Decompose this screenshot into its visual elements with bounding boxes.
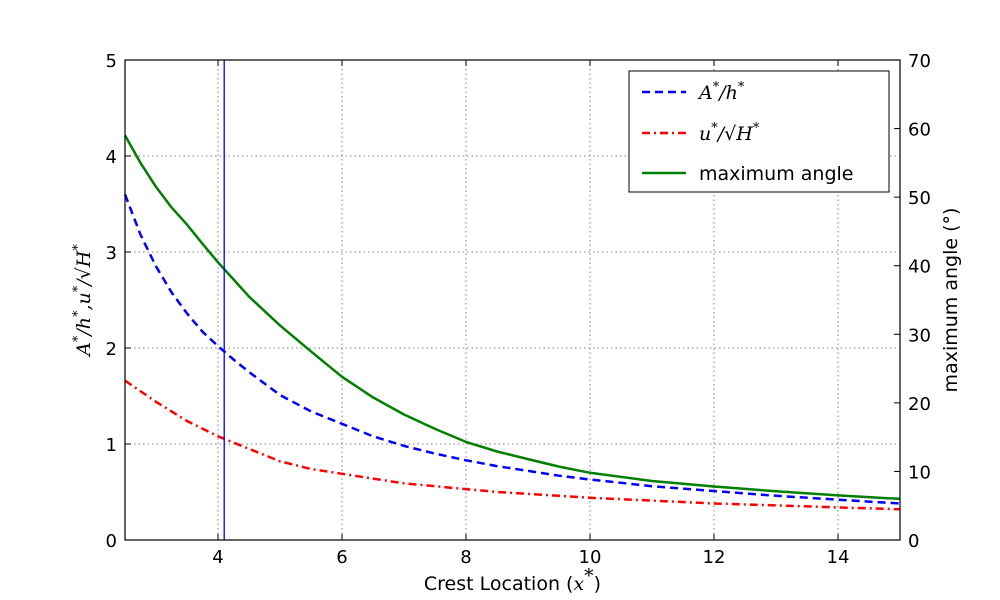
x-tick-label: 4 — [212, 547, 223, 568]
x-tick-label: 6 — [336, 547, 347, 568]
y-tick-label-right: 70 — [908, 51, 931, 72]
legend-label-amplitude: A*/h* — [697, 80, 745, 104]
grid — [125, 60, 900, 540]
legend-label-angle: maximum angle — [699, 163, 854, 185]
y-tick-label-left: 3 — [106, 243, 117, 264]
y-tick-label-right: 50 — [908, 188, 931, 209]
plot-frame — [124, 59, 901, 541]
x-tick-label: 12 — [703, 547, 726, 568]
series-line-angle — [123, 134, 901, 501]
x-tick-label: 14 — [827, 547, 850, 568]
y-tick-label-left: 4 — [106, 147, 117, 168]
y-tick-label-right: 10 — [908, 462, 931, 483]
y-tick-label-right: 60 — [908, 120, 931, 141]
series-line-velocity — [124, 379, 901, 511]
y-tick-label-left: 0 — [106, 531, 117, 552]
legend-label-velocity: u*/√H* — [699, 121, 760, 145]
svg-text:A*/h*,u*/√H*: A*/h*,u*/√H* — [71, 244, 95, 358]
legend: A*/h* u*/√H* maximum angle — [628, 70, 890, 193]
y-tick-label-right: 30 — [908, 325, 931, 346]
x-tick-label: 10 — [579, 547, 602, 568]
y-axis-label-right: maximum angle (°) — [940, 208, 962, 393]
x-axis-label: Crest Location (x*) — [424, 565, 601, 595]
y-tick-label-right: 20 — [908, 394, 931, 415]
y-tick-label-left: 2 — [106, 339, 117, 360]
y-axis-label-left: A*/h*,u*/√H* — [71, 244, 95, 358]
y-tick-label-right: 40 — [908, 257, 931, 278]
series-line-amplitude — [123, 193, 901, 505]
y-tick-label-left: 5 — [106, 51, 117, 72]
plot-lines — [123, 60, 901, 540]
x-tick-label: 8 — [460, 547, 471, 568]
y-tick-label-left: 1 — [106, 435, 117, 456]
y-tick-label-right: 0 — [908, 531, 919, 552]
svg-text:maximum angle (°): maximum angle (°) — [940, 208, 962, 393]
